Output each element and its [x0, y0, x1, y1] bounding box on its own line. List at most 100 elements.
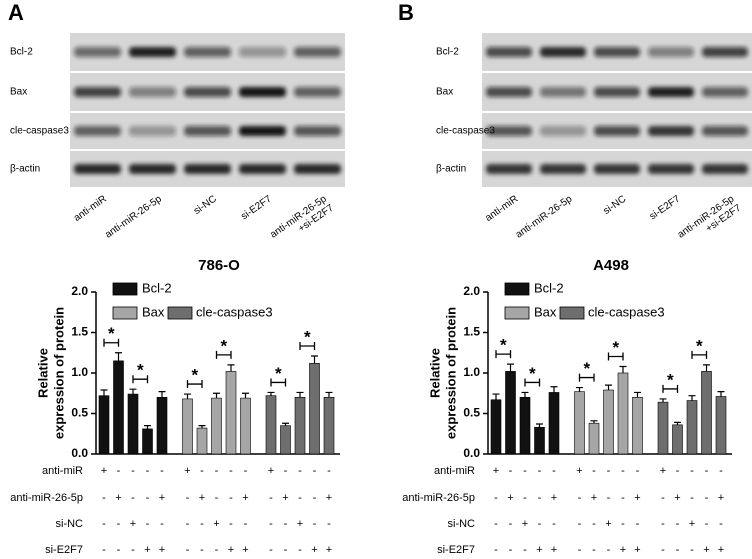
band — [294, 47, 341, 57]
significance-bracket — [103, 338, 120, 347]
bar — [294, 396, 306, 455]
condition-sign: - — [607, 544, 611, 556]
condition-label: si-E2F7 — [437, 544, 475, 556]
condition-sign: - — [690, 492, 694, 504]
band-label: β-actin — [10, 164, 40, 175]
band — [594, 87, 640, 97]
condition-sign: + — [297, 518, 303, 530]
condition-sign: - — [215, 492, 219, 504]
condition-sign: - — [621, 492, 625, 504]
condition-sign: + — [326, 544, 332, 556]
significance-label: * — [275, 364, 282, 383]
lane-label: si-NC — [192, 194, 219, 217]
condition-sign: - — [607, 492, 611, 504]
condition-sign: - — [607, 465, 611, 477]
error-bar — [242, 392, 249, 399]
bar — [548, 392, 560, 455]
condition-sign: - — [200, 518, 204, 530]
error-bar — [100, 389, 108, 396]
legend-label: Bax — [142, 304, 165, 319]
bar — [617, 372, 629, 455]
condition-sign: + — [674, 492, 680, 504]
condition-sign: - — [523, 465, 527, 477]
panel-label: B — [398, 0, 414, 25]
bar — [574, 391, 585, 455]
condition-sign: - — [676, 544, 680, 556]
condition-sign: + — [144, 544, 150, 556]
lane-label: si-NC — [601, 194, 628, 217]
significance-bracket — [186, 380, 203, 389]
error-bar — [492, 393, 500, 400]
condition-sign: + — [326, 492, 332, 504]
legend-label: cle-caspase3 — [588, 304, 665, 319]
condition-sign: - — [229, 518, 233, 530]
band — [540, 87, 586, 97]
band — [294, 126, 341, 136]
significance-bracket — [132, 375, 149, 384]
condition-sign: + — [718, 492, 724, 504]
condition-sign: - — [102, 544, 106, 556]
condition-sign: - — [284, 544, 288, 556]
condition-sign: - — [131, 544, 135, 556]
condition-sign: - — [269, 492, 273, 504]
error-bar — [213, 392, 220, 399]
band — [184, 47, 231, 57]
error-bar — [144, 425, 151, 429]
y-tick-label: 1.5 — [463, 325, 480, 339]
condition-sign: - — [117, 544, 121, 556]
band — [540, 164, 586, 174]
significance-label: * — [108, 324, 115, 343]
band — [540, 47, 586, 57]
condition-sign: - — [523, 544, 527, 556]
band — [74, 47, 121, 57]
condition-sign: - — [160, 518, 164, 530]
bar — [603, 389, 614, 455]
condition-sign: - — [578, 492, 582, 504]
condition-sign: - — [509, 465, 513, 477]
condition-sign: - — [676, 465, 680, 477]
condition-sign: - — [690, 544, 694, 556]
band — [74, 126, 121, 136]
band — [129, 87, 176, 97]
bar — [686, 400, 698, 455]
lane-label: anti-miR-26-5p — [103, 193, 164, 240]
condition-sign: + — [591, 492, 597, 504]
band-label: β-actin — [436, 164, 466, 175]
lane-label: si-E2F7 — [239, 193, 274, 222]
band — [594, 126, 640, 136]
condition-sign: - — [244, 465, 248, 477]
condition-sign: + — [703, 544, 709, 556]
error-bar — [296, 391, 304, 398]
band — [239, 126, 286, 136]
condition-sign: + — [242, 544, 248, 556]
band — [239, 164, 286, 174]
bar — [142, 428, 153, 455]
significance-bracket — [662, 384, 679, 393]
significance-bracket — [524, 378, 541, 387]
band — [184, 87, 231, 97]
y-axis-label: expression of protein — [443, 307, 458, 439]
condition-sign: - — [705, 518, 709, 530]
error-bar — [659, 398, 667, 403]
condition-sign: - — [269, 518, 273, 530]
bar — [196, 427, 208, 455]
condition-sign: - — [131, 465, 135, 477]
condition-sign: - — [552, 518, 556, 530]
condition-sign: + — [536, 544, 542, 556]
condition-sign: - — [313, 465, 317, 477]
condition-sign: - — [552, 465, 556, 477]
condition-sign: + — [507, 492, 513, 504]
condition-sign: - — [676, 518, 680, 530]
error-bar — [158, 391, 166, 398]
legend-swatch — [559, 306, 585, 320]
band — [648, 164, 694, 174]
condition-sign: - — [494, 492, 498, 504]
condition-sign: - — [298, 465, 302, 477]
band — [648, 47, 694, 57]
significance-label: * — [191, 366, 198, 385]
band — [702, 87, 748, 97]
error-bar — [717, 391, 725, 397]
condition-sign: - — [298, 544, 302, 556]
condition-sign: - — [538, 492, 542, 504]
